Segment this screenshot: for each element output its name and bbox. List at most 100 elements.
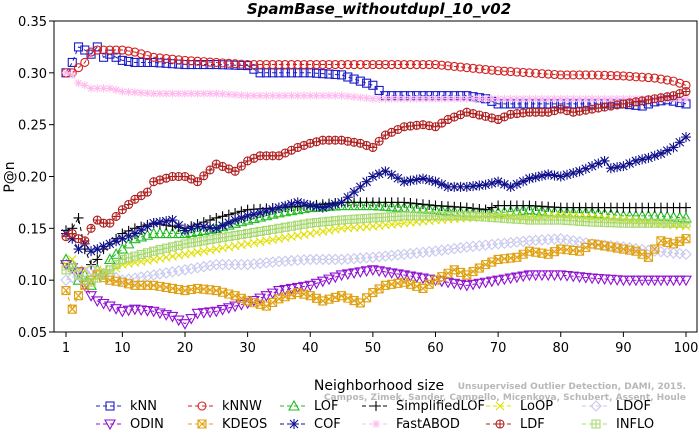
data-point-fastabod <box>105 84 114 93</box>
data-point-knn <box>142 57 152 68</box>
data-point-knn <box>124 56 134 66</box>
data-point-cof <box>73 244 84 255</box>
data-point-knnw <box>462 63 472 73</box>
data-point-cof <box>399 176 410 187</box>
data-point-fastabod <box>619 94 628 103</box>
data-point-odin <box>172 315 185 327</box>
watermark-line-1: Unsupervised Outlier Detection, DAMI, 20… <box>458 382 686 392</box>
data-point-ldf <box>368 142 378 153</box>
data-point-odin <box>366 265 379 276</box>
data-point-odin <box>442 277 454 289</box>
data-point-inflo <box>111 260 121 270</box>
data-point-simplifiedlof <box>424 199 435 210</box>
data-point-kdeos <box>73 291 84 301</box>
data-point-knnw <box>105 45 115 55</box>
data-point-knnw <box>142 51 152 61</box>
series-line-knnw <box>66 49 687 86</box>
data-point-fastabod <box>256 91 265 100</box>
data-point-cof <box>649 150 660 161</box>
data-point-knnw <box>180 55 190 65</box>
data-point-ldof <box>185 262 198 275</box>
data-point-fastabod <box>287 91 296 100</box>
data-point-odin <box>542 270 555 282</box>
data-point-knnw <box>543 69 553 79</box>
data-point-fastabod <box>544 94 553 103</box>
data-point-knn <box>130 57 140 68</box>
data-point-knnw <box>80 57 90 68</box>
legend-marker <box>105 401 115 411</box>
data-point-odin <box>460 280 473 292</box>
data-point-fastabod <box>143 89 152 98</box>
data-point-simplifiedlof <box>92 254 103 265</box>
data-point-ldof <box>467 240 479 253</box>
data-point-cof <box>568 168 579 179</box>
data-point-fastabod <box>231 90 240 99</box>
data-point-ldof <box>473 239 486 252</box>
data-point-knnw <box>581 70 591 80</box>
data-point-knnw <box>343 59 353 70</box>
data-point-fastabod <box>519 94 528 103</box>
data-point-ldof <box>461 241 473 253</box>
data-point-odin <box>579 272 592 284</box>
data-point-knnw <box>199 57 209 67</box>
data-point-cof <box>480 179 491 190</box>
data-point-knnw <box>355 59 365 70</box>
data-point-ldof <box>360 251 373 264</box>
data-point-cof <box>655 148 666 159</box>
data-point-fastabod <box>444 94 453 103</box>
data-point-odin <box>310 278 323 290</box>
legend-marker <box>288 399 300 411</box>
data-point-knnw <box>155 53 165 63</box>
data-point-fastabod <box>331 91 340 100</box>
data-point-odin <box>360 266 373 277</box>
data-point-knnw <box>449 61 459 71</box>
data-point-knn <box>99 52 109 62</box>
data-point-knn <box>161 58 171 68</box>
y-tick-label: 0.35 <box>18 15 47 30</box>
data-point-cof <box>324 200 335 211</box>
data-point-fastabod <box>80 81 89 90</box>
data-point-odin <box>648 275 661 287</box>
data-point-cof <box>217 220 228 231</box>
data-point-knn <box>374 85 384 96</box>
x-tick-label: 10 <box>114 341 131 356</box>
data-point-fastabod <box>525 94 534 103</box>
data-point-knnw <box>518 67 528 77</box>
data-point-cof <box>267 204 278 215</box>
data-point-fastabod <box>130 88 139 97</box>
legend-marker <box>104 419 116 431</box>
data-point-knnw <box>86 47 96 57</box>
data-point-knnw <box>587 70 597 80</box>
legend-item-lof: LOF <box>280 399 339 414</box>
data-point-ldof <box>680 248 692 261</box>
data-point-cof <box>142 221 153 232</box>
data-point-knnw <box>92 45 102 55</box>
data-point-odin <box>323 274 335 286</box>
data-point-cof <box>380 166 391 177</box>
data-point-cof <box>86 246 97 257</box>
data-point-fastabod <box>281 91 290 100</box>
data-point-fastabod <box>406 94 415 103</box>
data-point-odin <box>304 280 317 292</box>
data-point-knnw <box>311 59 322 70</box>
data-point-odin <box>354 267 367 279</box>
data-point-knnw <box>174 55 184 65</box>
data-point-fastabod <box>118 87 127 96</box>
data-point-odin <box>680 275 692 287</box>
data-point-ldof <box>129 272 141 284</box>
data-point-odin <box>467 279 480 291</box>
data-point-fastabod <box>356 93 365 102</box>
data-point-odin <box>116 306 129 318</box>
data-point-cof <box>104 238 115 249</box>
data-point-ldof <box>523 234 536 247</box>
data-point-odin <box>454 279 467 291</box>
data-point-cof <box>443 181 454 192</box>
data-point-lof <box>154 227 166 239</box>
data-point-cof <box>411 174 422 185</box>
legend-label: KDEOS <box>222 417 267 432</box>
data-point-knnw <box>468 63 478 73</box>
data-point-ldof <box>60 274 72 286</box>
data-point-odin <box>72 267 85 279</box>
legend-label: kNNW <box>222 399 262 414</box>
data-point-fastabod <box>563 94 572 103</box>
